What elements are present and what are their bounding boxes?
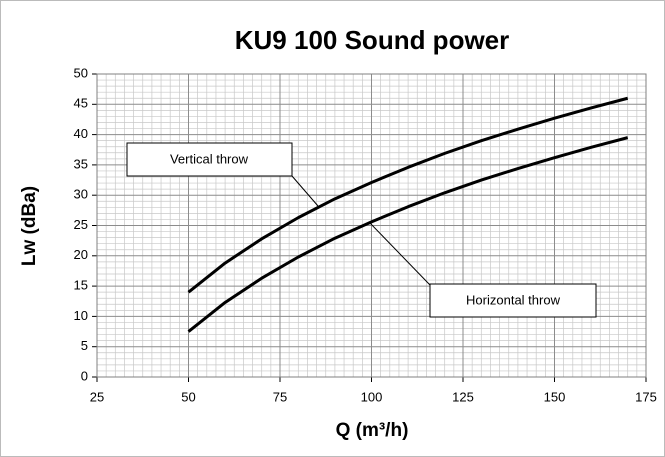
y-tick-label: 15 xyxy=(74,278,88,293)
x-tick-label: 100 xyxy=(361,389,383,404)
x-tick-label: 75 xyxy=(273,389,287,404)
chart-title: KU9 100 Sound power xyxy=(235,25,510,55)
y-tick-label: 5 xyxy=(81,338,88,353)
y-tick-label: 30 xyxy=(74,187,88,202)
y-tick-label: 0 xyxy=(81,368,88,383)
x-axis-label: Q (m³/h) xyxy=(336,420,409,441)
annotation-box xyxy=(126,142,293,177)
lines xyxy=(187,96,629,333)
series-line xyxy=(187,136,629,333)
y-tick-label: 25 xyxy=(74,217,88,232)
y-tick-label: 45 xyxy=(74,96,88,111)
annotation-box xyxy=(429,283,597,318)
x-tick-label: 50 xyxy=(181,389,195,404)
y-axis-label: Lw (dBa) xyxy=(19,186,40,266)
grid: 25 50 75 100 125 150 175 0 5 10 15 20 25 30 35 40 45 50 xyxy=(74,65,657,404)
annotation: Horizontal throw xyxy=(466,292,561,307)
series-line xyxy=(187,96,629,294)
x-tick-label: 25 xyxy=(90,389,104,404)
y-tick-label: 20 xyxy=(74,247,88,262)
y-tick-label: 40 xyxy=(74,126,88,141)
y-tick-label: 35 xyxy=(74,156,88,171)
leader-line xyxy=(368,221,431,286)
leader-line xyxy=(291,175,319,207)
x-tick-label: 150 xyxy=(544,389,566,404)
plot-frame xyxy=(96,73,647,378)
y-tick-label: 10 xyxy=(74,308,88,323)
y-tick-label: 50 xyxy=(74,65,88,80)
annotation: Vertical throw xyxy=(170,151,249,166)
x-tick-label: 175 xyxy=(635,389,657,404)
x-tick-label: 125 xyxy=(452,389,474,404)
